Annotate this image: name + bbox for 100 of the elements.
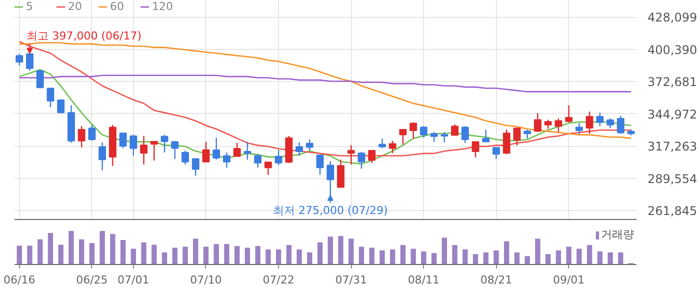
bar (266, 249, 271, 264)
x-tick-label: 08/21 (480, 274, 512, 286)
candlestick (182, 150, 189, 166)
candlestick (575, 122, 583, 135)
candlestick (534, 112, 542, 133)
candlestick (160, 134, 168, 154)
legend-label: 5 (26, 0, 34, 13)
y-tick-label: 261,845 (648, 204, 698, 218)
bar (68, 230, 74, 264)
candlestick (119, 132, 127, 149)
x-tick-label: 09/01 (552, 274, 585, 286)
legend-label: 120 (152, 0, 173, 13)
bar (514, 252, 520, 264)
candlestick (78, 126, 86, 148)
candlestick (212, 137, 220, 160)
candlestick (420, 126, 428, 138)
bar (576, 248, 582, 264)
bar (472, 254, 478, 264)
bar (442, 238, 447, 264)
x-tick-label: 08/11 (408, 274, 440, 286)
bar (78, 239, 84, 264)
bar (130, 248, 136, 264)
bar (504, 241, 510, 264)
bar (618, 252, 624, 264)
candlestick (430, 131, 438, 142)
legend-label: 거래량 (601, 227, 634, 242)
candlestick (358, 151, 366, 170)
candlestick (296, 142, 303, 156)
candlestick (274, 149, 282, 166)
candlestick (16, 53, 24, 66)
x-tick-label: 06/25 (76, 274, 108, 286)
bar (431, 253, 437, 264)
bar (296, 249, 302, 264)
bar (244, 248, 250, 264)
bar (27, 246, 32, 264)
candlestick (502, 128, 510, 155)
bar (452, 245, 458, 264)
candlestick (440, 131, 448, 143)
bar (338, 236, 344, 264)
x-tick-label: 07/01 (118, 274, 150, 286)
y-tick-label: 289,554 (648, 172, 698, 186)
bar (286, 245, 292, 264)
line-series (18, 74, 632, 92)
x-tick-label: 07/31 (335, 274, 367, 286)
candlestick (46, 88, 54, 108)
candlestick (544, 119, 552, 130)
bar (89, 243, 95, 264)
candlestick (399, 128, 407, 145)
bar (16, 246, 22, 264)
bar (566, 246, 572, 264)
candlestick (482, 129, 490, 142)
candlestick (57, 99, 65, 114)
bar (100, 230, 105, 264)
bar (172, 248, 178, 264)
bar (586, 245, 592, 264)
candlestick (337, 159, 344, 188)
legend-label: 20 (68, 0, 83, 13)
bar (390, 249, 396, 264)
bar (317, 242, 323, 264)
bar (348, 238, 354, 264)
candlestick (606, 118, 614, 129)
candlestick (513, 128, 521, 146)
bar (141, 242, 146, 264)
candlestick (378, 138, 386, 149)
candlestick (596, 112, 604, 127)
bar (369, 248, 374, 264)
bar (597, 251, 602, 264)
candlestick (254, 153, 262, 168)
legend-label: 60 (110, 0, 125, 13)
candlestick (244, 141, 252, 160)
bar (328, 236, 333, 264)
bar (462, 249, 468, 264)
bar (120, 240, 126, 264)
candlestick (98, 142, 106, 171)
candlestick (388, 140, 396, 154)
candlestick (410, 122, 418, 140)
candlestick (192, 158, 200, 176)
bar (307, 252, 312, 264)
x-tick-label: 07/10 (190, 274, 222, 286)
candlestick (461, 126, 469, 144)
bar (494, 250, 499, 264)
candlestick (264, 162, 272, 176)
candlestick (347, 144, 355, 166)
candlestick (88, 124, 96, 142)
candlestick (222, 152, 230, 168)
line-series (18, 68, 632, 165)
candlestick (233, 142, 241, 157)
x-tick-label: 07/22 (262, 274, 294, 286)
bar (400, 245, 406, 264)
candlestick (451, 124, 458, 136)
bar (545, 254, 551, 264)
candlestick (130, 134, 138, 156)
bar (182, 246, 188, 264)
bar (193, 238, 198, 264)
bar (276, 249, 282, 264)
bar (110, 234, 116, 264)
candlestick (554, 118, 562, 133)
bar (224, 244, 230, 264)
candlestick (202, 141, 210, 163)
bar (556, 250, 562, 264)
